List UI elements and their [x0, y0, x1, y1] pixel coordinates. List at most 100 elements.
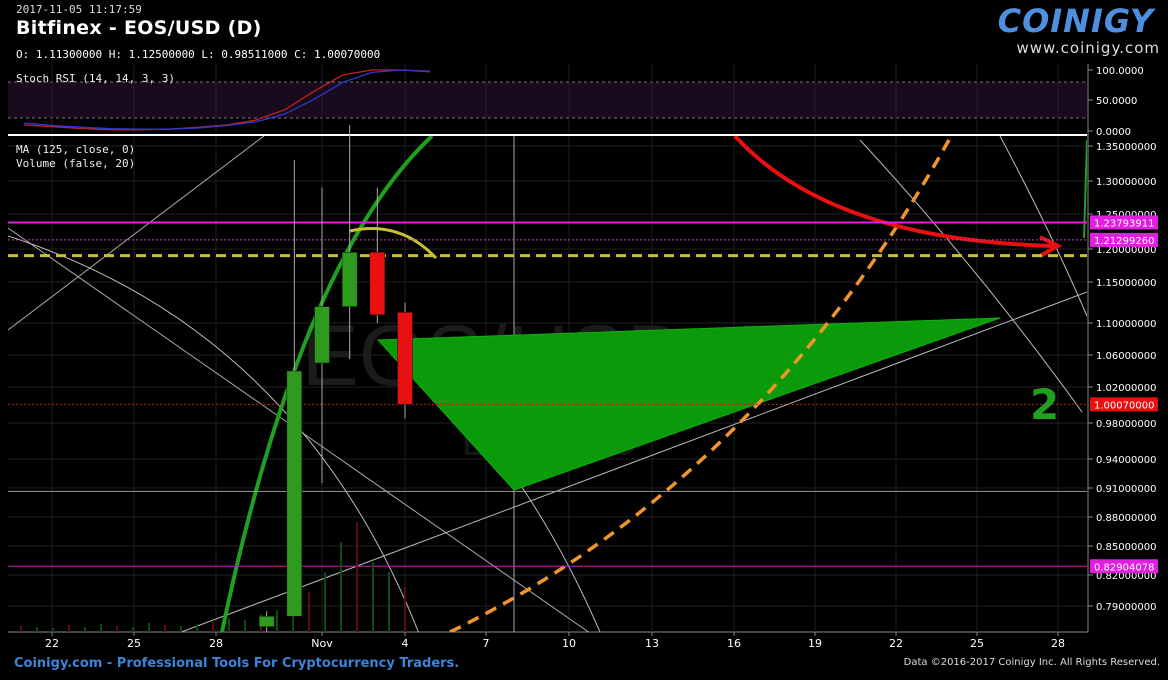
volume-bar — [52, 628, 54, 632]
price-label-text: 1.23793911 — [1094, 218, 1154, 229]
time-tick-label: 16 — [727, 637, 741, 650]
time-x-axis: 22 25 28 Nov 4 7 10 13 16 19 22 25 28 — [45, 632, 1065, 650]
candle-body — [397, 312, 413, 405]
time-tick-label: 13 — [645, 637, 659, 650]
price-tick-label: 0.91000000 — [1096, 484, 1156, 495]
candles — [258, 125, 413, 632]
stoch-tick-label: 0.0000 — [1096, 127, 1131, 138]
price-tick-label: 1.06000000 — [1096, 351, 1156, 362]
volume-bar — [100, 624, 102, 632]
price-tick-label: 1.20000000 — [1096, 245, 1156, 256]
ohlc-readout: O: 1.11300000 H: 1.12500000 L: 0.9851100… — [16, 48, 381, 61]
footer-tagline[interactable]: Coinigy.com - Professional Tools For Cry… — [14, 656, 460, 671]
time-tick-label: 7 — [483, 637, 490, 650]
stoch-lines — [23, 69, 431, 131]
time-tick-label: 19 — [808, 637, 822, 650]
stoch-tick-label: 100.0000 — [1096, 66, 1144, 77]
time-tick-label: 4 — [402, 637, 409, 650]
volume-bar — [276, 610, 278, 632]
stoch-rsi-label[interactable]: Stoch RSI (14, 14, 3, 3) — [16, 72, 175, 85]
candle-body — [369, 252, 386, 316]
gray-trend-line — [179, 291, 1087, 632]
volume-bar — [20, 626, 22, 632]
time-tick-label: 25 — [970, 637, 984, 650]
candle-body — [286, 370, 303, 617]
candle-body — [341, 252, 358, 307]
time-tick-label: 22 — [889, 637, 903, 650]
price-y-axis: 1.350000001.300000001.250000001.20000000… — [1088, 142, 1156, 613]
orange-dashed-curve — [449, 137, 952, 632]
gray-arc-left — [8, 235, 419, 632]
volume-bar — [356, 522, 358, 632]
volume-bar — [180, 626, 182, 632]
volume-bar — [148, 623, 150, 632]
volume-bar — [404, 587, 406, 632]
stoch-panel — [8, 82, 1087, 118]
annotation-number: 2 — [1030, 380, 1060, 429]
green-curve — [220, 136, 434, 632]
price-tick-label: 0.98000000 — [1096, 419, 1156, 430]
volume-bar — [292, 602, 294, 632]
price-label-box — [1090, 559, 1158, 574]
stoch-series-2 — [23, 69, 431, 130]
time-tick-label: 28 — [209, 637, 223, 650]
volume-bar — [244, 620, 246, 632]
price-label-text: 0.82904078 — [1094, 562, 1154, 573]
price-label-text: 1.21299260 — [1094, 236, 1154, 247]
price-tick-label: 0.88000000 — [1096, 513, 1156, 524]
volume-bar — [308, 592, 310, 632]
coinigy-logo[interactable]: COINIGY — [997, 2, 1154, 40]
price-tick-label: 0.85000000 — [1096, 542, 1156, 553]
candle-body — [258, 616, 275, 627]
volume-bar — [132, 627, 134, 632]
price-label-box — [1090, 397, 1158, 412]
gray-arc-right-1 — [859, 139, 1083, 413]
time-tick-label: 28 — [1051, 637, 1065, 650]
price-labels: 1.23793911 1.21299260 1.00070000 0.82904078 — [1090, 215, 1158, 574]
stoch-y-axis: 100.0000 50.0000 0.0000 — [1088, 66, 1144, 138]
time-tick-label: 22 — [45, 637, 59, 650]
price-tick-label: 1.30000000 — [1096, 177, 1156, 188]
price-tick-label: 0.94000000 — [1096, 455, 1156, 466]
volume-bar — [68, 625, 70, 632]
stoch-tick-label: 50.0000 — [1096, 96, 1137, 107]
volume-bar — [164, 625, 166, 632]
gray-arc-right-2 — [999, 136, 1087, 317]
price-label-text: 1.00070000 — [1094, 400, 1154, 411]
coinigy-url[interactable]: www.coinigy.com — [1016, 39, 1160, 57]
volume-bar — [324, 572, 326, 632]
gray-arc-lower — [509, 469, 601, 632]
volume-bars — [20, 522, 406, 632]
footer-copyright: Data ©2016-2017 Coinigy Inc. All Rights … — [903, 657, 1160, 668]
volume-bar — [36, 627, 38, 632]
time-tick-label: 10 — [562, 637, 576, 650]
yellow-arc — [349, 227, 438, 260]
price-label-box — [1090, 215, 1158, 230]
price-tick-label: 1.15000000 — [1096, 278, 1156, 289]
stoch-grid — [51, 64, 1059, 133]
volume-bar — [212, 622, 214, 632]
red-arrow-curve — [733, 136, 1055, 248]
time-tick-label: Nov — [311, 637, 333, 650]
price-tick-label: 1.02000000 — [1096, 383, 1156, 394]
volume-bar — [372, 562, 374, 632]
volume-bar — [388, 572, 390, 632]
price-tick-label: 0.82000000 — [1096, 571, 1156, 582]
volume-bar — [228, 618, 230, 632]
price-tick-label: 1.10000000 — [1096, 319, 1156, 330]
volume-bar — [196, 624, 198, 632]
chart-title: Bitfinex - EOS/USD (D) — [16, 17, 262, 39]
time-tick-label: 25 — [127, 637, 141, 650]
volume-label[interactable]: Volume (false, 20) — [16, 157, 136, 170]
timestamp: 2017-11-05 11:17:59 — [16, 3, 142, 16]
price-tick-label: 0.79000000 — [1096, 602, 1156, 613]
price-label-box — [1090, 232, 1158, 247]
price-tick-label: 1.35000000 — [1096, 142, 1156, 153]
candle-body — [314, 306, 330, 364]
volume-bar — [84, 627, 86, 632]
horizontal-lines — [8, 221, 1087, 567]
volume-bar — [116, 626, 118, 632]
ma-label[interactable]: MA (125, close, 0) — [16, 143, 136, 156]
volume-bar — [340, 542, 342, 632]
